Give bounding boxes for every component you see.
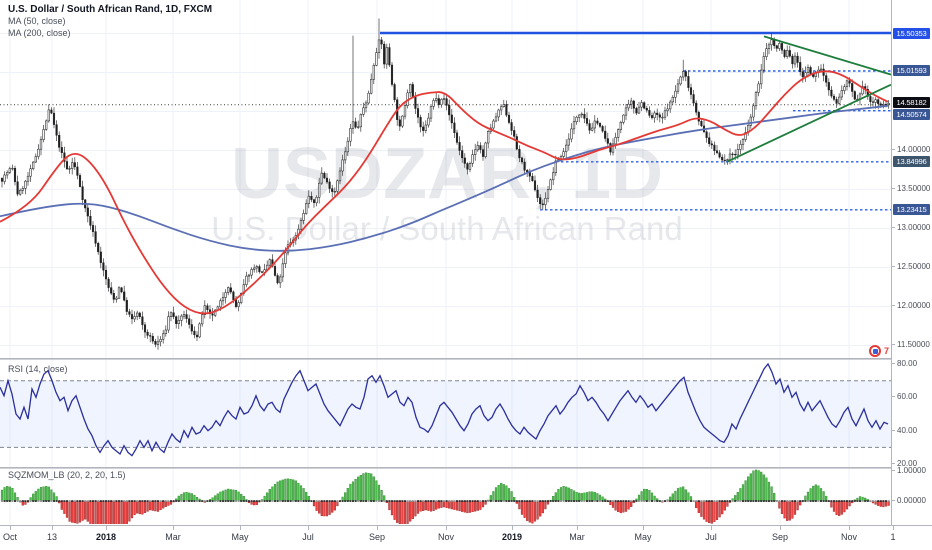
time-tick-label: Nov — [840, 532, 858, 542]
time-tick-mark — [512, 526, 513, 530]
time-tick-label: Oct — [2, 532, 18, 542]
rsi-series — [0, 362, 889, 457]
time-tick-label: Nov — [437, 532, 455, 542]
pane-divider — [0, 358, 932, 360]
time-tick-label: Mar — [165, 532, 181, 542]
price-tick: 14.00000 — [892, 145, 930, 155]
price-tick: 13.50000 — [892, 184, 930, 194]
time-tick-label: Mar — [569, 532, 585, 542]
time-tick-label: 2019 — [501, 532, 523, 542]
price-label-badge: 13.23415 — [893, 204, 930, 216]
time-tick-label: May — [231, 532, 249, 542]
rsi-tick: 20.00 — [892, 459, 917, 469]
sqzmom-series — [0, 469, 890, 524]
price-axis[interactable]: 14.00000 13.50000 13.00000 12.50000 12.00000… — [891, 0, 932, 525]
alert-count: 7 — [884, 346, 890, 356]
time-tick-label: Sep — [771, 532, 789, 542]
trendline — [726, 83, 891, 163]
price-tick: 11.50000 — [892, 340, 930, 350]
sqzmom-tick: 0.00000 — [892, 496, 926, 506]
rsi-tick: 40.00 — [892, 426, 917, 436]
watermark-name: U.S. Dollar / South African Rand — [211, 210, 682, 247]
time-tick-label: 13 — [46, 532, 58, 542]
time-tick-mark — [577, 526, 578, 530]
time-tick-mark — [308, 526, 309, 530]
time-tick-mark — [780, 526, 781, 530]
time-tick-mark — [849, 526, 850, 530]
time-tick-mark — [10, 526, 11, 530]
time-tick-label: 1 — [890, 532, 896, 542]
legend-ma200[interactable]: MA (200, close) — [8, 28, 71, 38]
candlestick-series — [0, 18, 891, 350]
price-tick: 13.00000 — [892, 223, 930, 233]
time-tick-mark — [106, 526, 107, 530]
ma50-line — [0, 70, 889, 315]
price-label-badge: 13.84996 — [893, 156, 930, 168]
alert-badge[interactable]: 7 — [869, 344, 893, 360]
sqzmom-tick: 1.00000 — [892, 466, 926, 476]
trendline — [763, 35, 891, 76]
rsi-tick: 80.00 — [892, 359, 917, 369]
time-tick-label: Jul — [302, 532, 314, 542]
time-tick-label: Sep — [368, 532, 386, 542]
time-tick-mark — [711, 526, 712, 530]
rsi-pane-label[interactable]: RSI (14, close) — [8, 364, 68, 374]
price-tick: 12.00000 — [892, 301, 930, 311]
sqzmom-pane-label[interactable]: SQZMOM_LB (20, 2, 20, 1.5) — [8, 470, 126, 480]
time-axis[interactable]: Oct 13 2018 Mar May Jul Sep Nov 2019 Mar May Jul Sep… — [0, 525, 932, 550]
price-tick: 12.50000 — [892, 262, 930, 272]
time-tick-mark — [52, 526, 53, 530]
time-tick-mark — [240, 526, 241, 530]
alert-dot-icon — [873, 349, 878, 354]
time-tick-mark — [643, 526, 644, 530]
rsi-tick: 60.00 — [892, 392, 917, 402]
time-tick-mark — [377, 526, 378, 530]
price-label-badge: 15.01593 — [893, 65, 930, 77]
ma200-line — [0, 104, 889, 252]
symbol-legend: U.S. Dollar / South African Rand, 1D, FX… — [8, 4, 212, 39]
price-label-badge: 14.58182 — [893, 97, 930, 109]
price-label-badge: 14.50574 — [893, 109, 930, 121]
time-tick-label: Jul — [705, 532, 717, 542]
time-tick-mark — [893, 526, 894, 530]
time-tick-label: 2018 — [95, 532, 117, 542]
price-label-badge: 15.50353 — [893, 27, 930, 39]
time-tick-mark — [173, 526, 174, 530]
time-tick-mark — [446, 526, 447, 530]
pane-divider — [0, 467, 932, 469]
time-tick-label: May — [634, 532, 652, 542]
legend-ma50[interactable]: MA (50, close) — [8, 16, 66, 26]
watermark-symbol: USDZAR, 1D — [231, 134, 663, 214]
symbol-title[interactable]: U.S. Dollar / South African Rand, 1D, FX… — [8, 4, 213, 15]
